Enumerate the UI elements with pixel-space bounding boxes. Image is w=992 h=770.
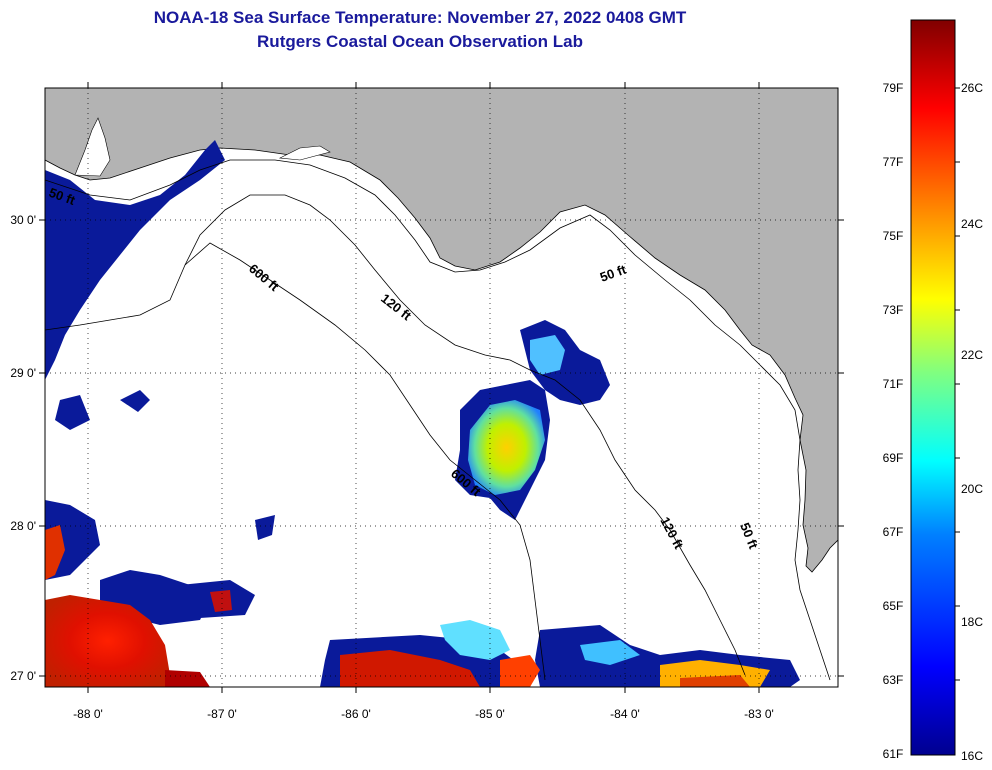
colorbar-f-label: 63F bbox=[883, 673, 904, 687]
colorbar-f-label: 65F bbox=[883, 599, 904, 613]
colorbar-c-label: 18C bbox=[961, 615, 983, 629]
colorbar-f-label: 77F bbox=[883, 155, 904, 169]
colorbar-c-label: 24C bbox=[961, 217, 983, 231]
lat-label: 27 0' bbox=[10, 669, 36, 683]
bay-water bbox=[74, 117, 111, 177]
colorbar bbox=[910, 19, 956, 756]
lat-label: 30 0' bbox=[10, 213, 36, 227]
lon-label: -85 0' bbox=[475, 707, 505, 721]
lon-labels: -88 0' -87 0' -86 0' -85 0' -84 0' -83 0… bbox=[73, 707, 774, 721]
colorbar-c-label: 22C bbox=[961, 348, 983, 362]
colorbar-f-label: 73F bbox=[883, 303, 904, 317]
lon-label: -86 0' bbox=[341, 707, 371, 721]
colorbar-f-label: 71F bbox=[883, 377, 904, 391]
colorbar-c-label: 16C bbox=[961, 749, 983, 763]
isobath-lines bbox=[45, 159, 831, 681]
lon-label: -88 0' bbox=[73, 707, 103, 721]
colorbar-c-label: 26C bbox=[961, 81, 983, 95]
lat-label: 28 0' bbox=[10, 519, 36, 533]
chart-subtitle: Rutgers Coastal Ocean Observation Lab bbox=[257, 32, 583, 51]
bay-water bbox=[278, 145, 331, 161]
lat-labels: 30 0' 29 0' 28 0' 27 0' bbox=[10, 213, 36, 683]
colorbar-celsius-labels: 26C 24C 22C 20C 18C 16C bbox=[961, 81, 983, 763]
colorbar-c-label: 20C bbox=[961, 482, 983, 496]
lon-label: -84 0' bbox=[610, 707, 640, 721]
map-frame bbox=[44, 87, 839, 688]
colorbar-f-label: 67F bbox=[883, 525, 904, 539]
sst-warm-water bbox=[45, 525, 750, 687]
colorbar-f-label: 61F bbox=[883, 747, 904, 761]
colorbar-f-label: 69F bbox=[883, 451, 904, 465]
colorbar-ticks bbox=[955, 87, 960, 681]
lon-label: -83 0' bbox=[744, 707, 774, 721]
chart-title: NOAA-18 Sea Surface Temperature: Novembe… bbox=[153, 8, 687, 27]
lon-label: -87 0' bbox=[207, 707, 237, 721]
axis-ticks bbox=[39, 82, 844, 693]
graticule bbox=[45, 88, 838, 687]
lat-label: 29 0' bbox=[10, 366, 36, 380]
colorbar-fahrenheit-labels: 79F 77F 75F 73F 71F 69F 67F 65F 63F 61F bbox=[883, 81, 904, 761]
land-mass bbox=[45, 88, 838, 573]
colorbar-f-label: 79F bbox=[883, 81, 904, 95]
colorbar-f-label: 75F bbox=[883, 229, 904, 243]
